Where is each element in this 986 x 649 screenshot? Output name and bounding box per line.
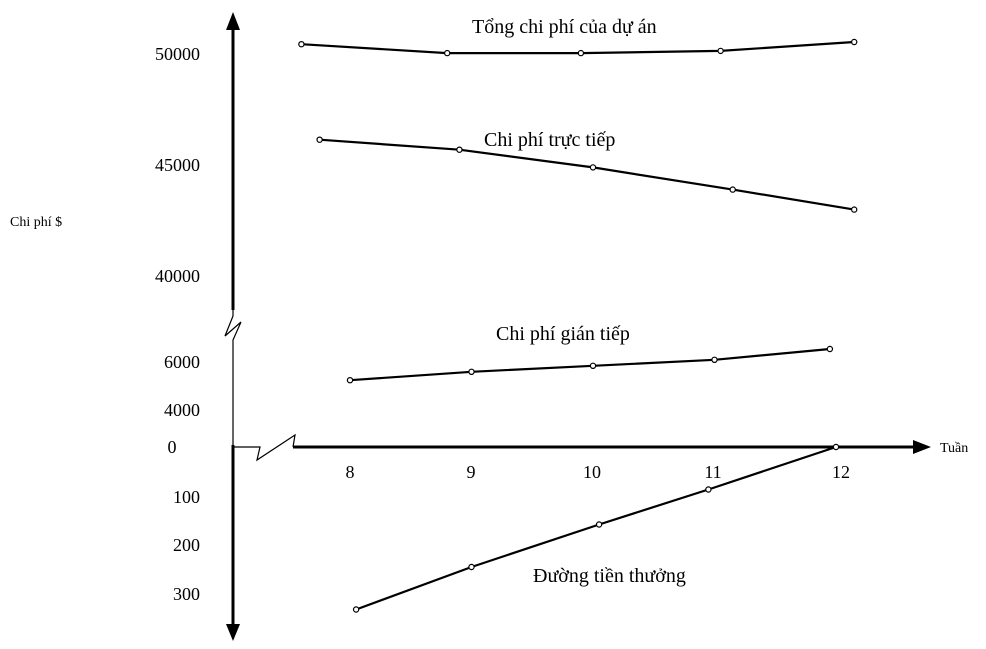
y-tick-label: 300	[173, 584, 200, 604]
series-label-indirect-cost: Chi phí gián tiếp	[496, 323, 630, 345]
data-point-indirect-cost	[468, 368, 475, 375]
data-point-indirect-cost	[826, 345, 834, 353]
data-point-indirect-cost	[711, 356, 718, 363]
x-axis-title: Tuần	[940, 441, 968, 456]
series-layer	[298, 38, 858, 613]
y-tick-label: 100	[173, 487, 200, 507]
data-point-direct-cost	[316, 136, 323, 143]
series-line-indirect-cost	[349, 347, 831, 382]
data-point-direct-cost	[729, 186, 736, 193]
x-axis-arrow	[913, 440, 931, 454]
y-tick-label: 50000	[155, 44, 200, 64]
data-point-total-cost	[577, 49, 585, 57]
data-point-direct-cost	[851, 206, 858, 213]
series-label-total-cost: Tổng chi phí của dự án	[472, 16, 657, 38]
y-tick-label: 6000	[164, 352, 200, 372]
y-tick-label: 45000	[155, 155, 200, 175]
data-point-direct-cost	[456, 146, 463, 153]
x-tick-label: 12	[832, 462, 850, 482]
x-tick-label: 8	[346, 462, 355, 482]
data-point-total-cost	[851, 38, 858, 46]
y-tick-label: 40000	[155, 266, 200, 286]
data-point-indirect-cost	[589, 362, 597, 369]
x-tick-label: 11	[704, 462, 721, 482]
data-point-bonus-line	[832, 443, 840, 451]
data-point-bonus-line	[595, 521, 603, 528]
y-tick-label: 0	[168, 437, 177, 457]
y-tick-label: 200	[173, 535, 200, 555]
data-point-total-cost	[444, 49, 451, 57]
x-tick-label: 10	[583, 462, 601, 482]
data-point-bonus-line	[352, 606, 360, 613]
y-tick-label: 4000	[164, 400, 200, 420]
series-line-total-cost	[301, 40, 855, 55]
x-axis	[233, 433, 931, 462]
data-point-bonus-line	[705, 486, 712, 493]
y-axis-break	[224, 310, 242, 445]
data-point-indirect-cost	[346, 377, 354, 384]
data-point-bonus-line	[468, 563, 475, 571]
data-point-total-cost	[717, 47, 724, 55]
y-axis	[224, 12, 242, 641]
y-axis-up-arrow	[226, 12, 240, 30]
x-axis-break	[233, 433, 296, 462]
series-label-direct-cost: Chi phí trực tiếp	[484, 129, 615, 151]
x-tick-label: 9	[467, 462, 476, 482]
data-point-total-cost	[298, 41, 305, 48]
y-axis-title: Chi phí $	[10, 215, 62, 230]
y-axis-down-arrow	[226, 624, 240, 641]
series-label-bonus-line: Đường tiền thưởng	[533, 565, 686, 587]
data-point-direct-cost	[589, 164, 597, 171]
